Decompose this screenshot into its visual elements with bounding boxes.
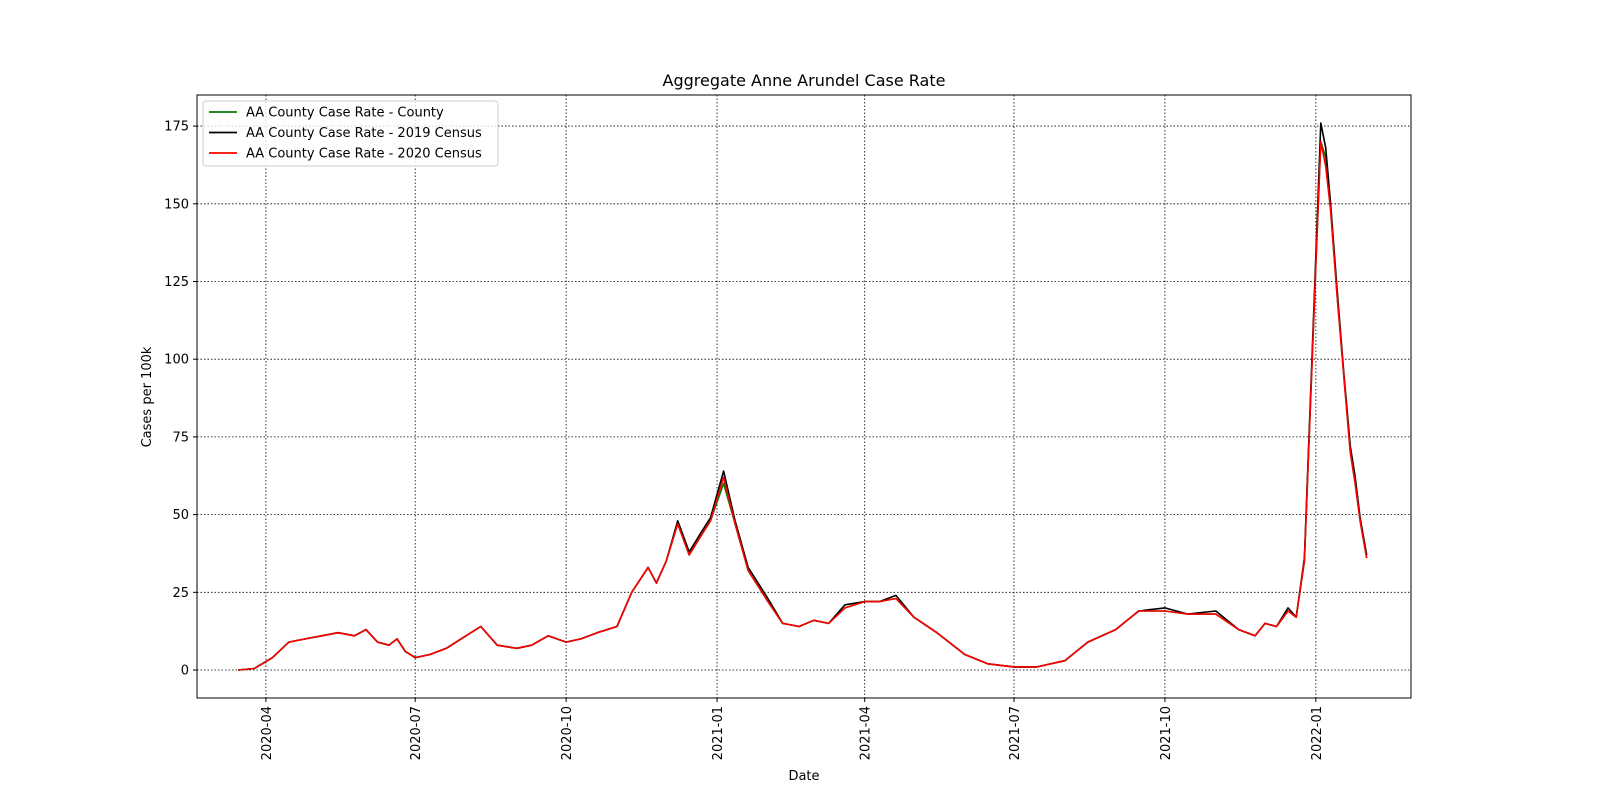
- series-line-2: [237, 140, 1368, 671]
- series-layer: [237, 122, 1368, 671]
- grid: [197, 95, 1411, 698]
- y-axis: 0 25 50 75 100 125 150 175: [164, 120, 197, 679]
- plot-frame: [196, 94, 1412, 699]
- y-axis-label: Cases per 100k: [140, 346, 155, 447]
- x-tick-label: 2020-04: [260, 706, 275, 760]
- y-tick-label: 175: [164, 120, 189, 135]
- legend-label: AA County Case Rate - 2020 Census: [246, 147, 482, 162]
- x-tick-label: 2021-07: [1008, 706, 1023, 760]
- chart-title: Aggregate Anne Arundel Case Rate: [663, 71, 946, 90]
- legend-box: [202, 100, 499, 167]
- x-tick-label: 2020-10: [560, 706, 575, 760]
- y-tick-label: 0: [181, 664, 189, 679]
- y-tick-label: 50: [172, 508, 189, 523]
- plot-area: [197, 95, 1411, 698]
- y-tick-label: 150: [164, 197, 189, 212]
- legend-label: AA County Case Rate - County: [246, 106, 444, 121]
- y-tick-label: 125: [164, 275, 189, 290]
- x-axis-label: Date: [788, 769, 819, 784]
- x-tick-label: 2020-07: [409, 706, 424, 760]
- legend: AA County Case Rate - County AA County Ca…: [202, 100, 499, 167]
- legend-label: AA County Case Rate - 2019 Census: [246, 126, 482, 141]
- x-tick-label: 2021-04: [859, 706, 874, 760]
- y-tick-label: 100: [164, 353, 189, 368]
- y-tick-label: 75: [172, 430, 189, 445]
- x-tick-label: 2021-01: [711, 706, 726, 760]
- x-axis: 2020-04 2020-07 2020-10 2021-01 2021-04 2021-…: [260, 698, 1325, 760]
- y-tick-label: 25: [172, 586, 189, 601]
- x-tick-label: 2021-10: [1159, 706, 1174, 760]
- x-tick-label: 2022-01: [1310, 706, 1325, 760]
